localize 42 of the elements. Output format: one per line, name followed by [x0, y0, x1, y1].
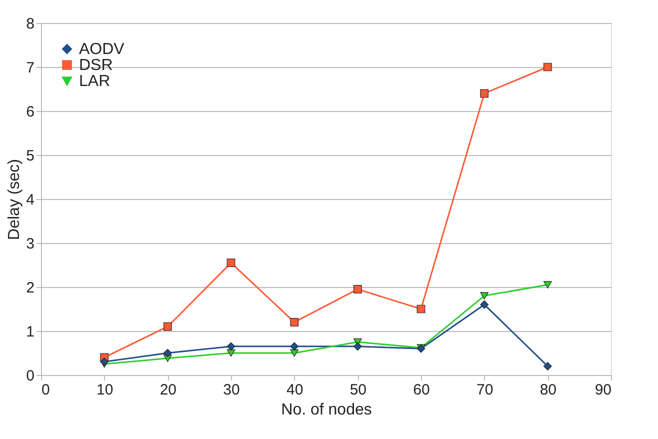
point [543, 62, 552, 72]
y-axis-title: Delay (sec) [6, 159, 24, 240]
y-tick-label: 5 [26, 148, 34, 164]
point [163, 348, 172, 358]
point [480, 89, 489, 98]
point [353, 285, 362, 294]
y-tick-label: 3 [26, 236, 34, 252]
point [100, 358, 109, 366]
x-tick-label: 60 [413, 382, 430, 398]
x-tick-label: 80 [540, 382, 557, 398]
point [290, 342, 299, 351]
point [290, 318, 299, 326]
point [416, 304, 426, 314]
y-tick-label: 7 [26, 60, 34, 76]
point [543, 281, 552, 288]
point [226, 342, 236, 351]
y-tick-label: 2 [26, 280, 34, 296]
x-tick-label: 50 [350, 382, 367, 398]
y-tick-label: 1 [26, 324, 34, 340]
point [226, 349, 236, 357]
x-tick-label: 10 [96, 382, 114, 398]
point [226, 258, 236, 267]
y-tick-label: 0 [26, 368, 34, 384]
point [163, 322, 172, 331]
x-tick-label: 20 [160, 382, 177, 398]
point [353, 342, 362, 351]
x-tick-label: 40 [286, 382, 304, 398]
x-tick-label: 30 [223, 382, 240, 398]
legend-label: DSR [79, 57, 113, 74]
y-tick-label: 4 [26, 192, 34, 208]
x-tick-label: 90 [594, 382, 612, 398]
y-tick-label: 6 [26, 104, 34, 120]
legend-label: LAR [79, 73, 110, 90]
x-axis-title: No. of nodes [281, 402, 372, 418]
x-tick-label: 70 [476, 382, 494, 398]
point [290, 349, 299, 357]
x-tick-label: 0 [42, 382, 50, 398]
point [480, 300, 489, 309]
point [480, 292, 489, 300]
legend-label: AODV [79, 41, 125, 58]
y-tick-label: 8 [26, 16, 34, 32]
point [543, 362, 552, 370]
